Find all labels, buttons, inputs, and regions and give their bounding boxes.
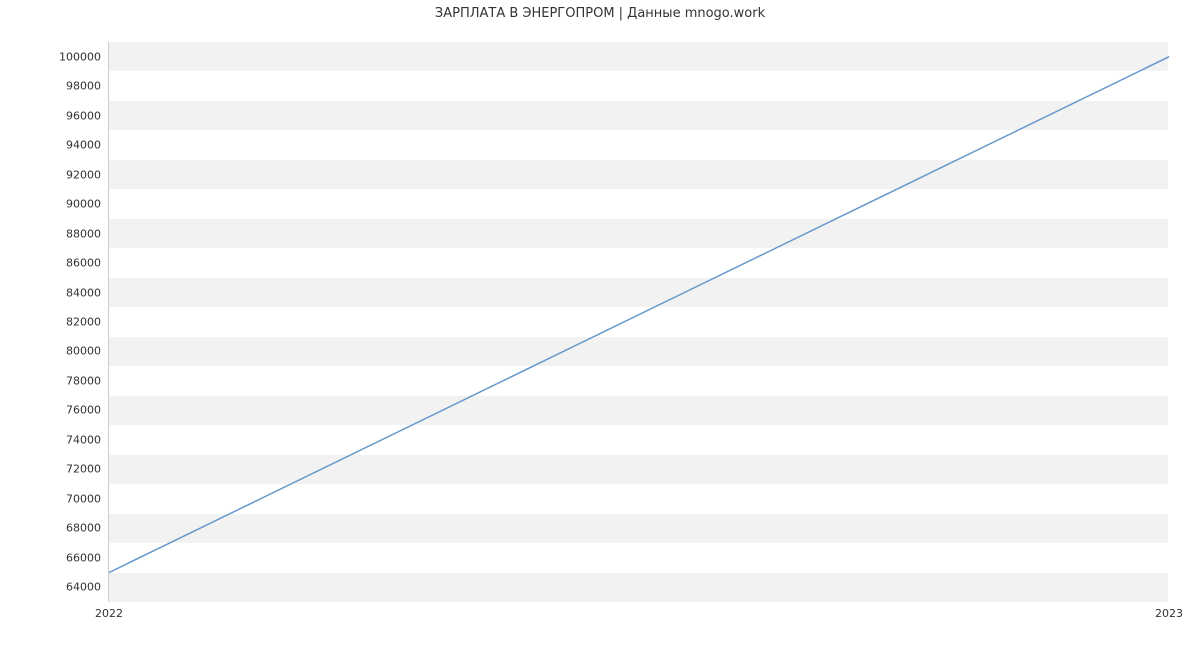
line-series [109,42,1169,602]
y-tick-label: 68000 [66,522,101,535]
x-tick-label: 2023 [1155,607,1183,620]
y-tick-label: 66000 [66,551,101,564]
y-tick-label: 90000 [66,198,101,211]
y-tick-label: 64000 [66,581,101,594]
y-tick-label: 76000 [66,404,101,417]
y-tick-label: 86000 [66,257,101,270]
y-tick-label: 72000 [66,463,101,476]
y-tick-label: 84000 [66,286,101,299]
chart-container: ЗАРПЛАТА В ЭНЕРГОПРОМ | Данные mnogo.wor… [0,0,1200,650]
y-tick-label: 74000 [66,433,101,446]
y-tick-label: 78000 [66,374,101,387]
y-tick-label: 96000 [66,109,101,122]
y-tick-label: 100000 [59,50,101,63]
y-tick-label: 92000 [66,168,101,181]
y-tick-label: 94000 [66,139,101,152]
y-tick-label: 82000 [66,316,101,329]
y-tick-label: 98000 [66,80,101,93]
y-tick-label: 70000 [66,492,101,505]
plot-area: 6400066000680007000072000740007600078000… [108,42,1168,602]
x-tick-label: 2022 [95,607,123,620]
y-tick-label: 88000 [66,227,101,240]
chart-title: ЗАРПЛАТА В ЭНЕРГОПРОМ | Данные mnogo.wor… [0,6,1200,21]
y-tick-label: 80000 [66,345,101,358]
